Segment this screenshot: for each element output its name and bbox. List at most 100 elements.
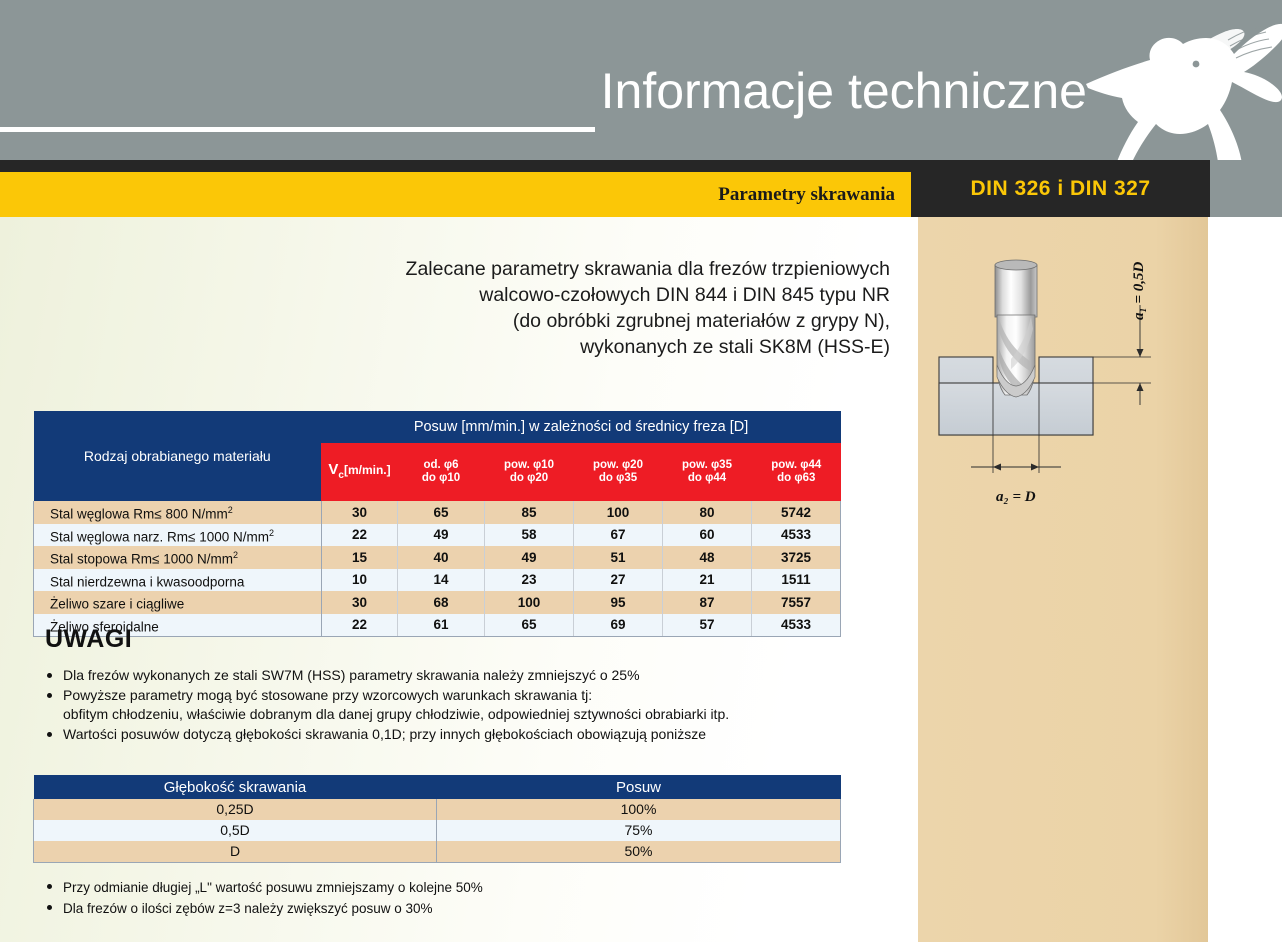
col-header-d5: pow. φ44 do φ63 [750,443,841,501]
intro-line-4: wykonanych ze stali SK8M (HSS-E) [580,336,890,358]
intro-line-3: (do obróbki zgrubnej materiałów z grypy … [512,310,890,332]
cell-d5: 4533 [751,613,842,637]
note-item: Dla frezów wykonanych ze stali SW7M (HSS… [47,666,907,686]
cell-d3: 69 [573,613,663,637]
cell-vc: 22 [321,523,398,546]
material-name: Stal węglowa narz. Rm≤ 1000 N/mm [50,529,269,544]
cell-depth: 0,5D [33,820,437,841]
notes-bottom-list: Przy odmianie długiej „L" wartość posuwu… [47,877,907,919]
cell-d3: 51 [573,546,663,569]
standard-label: DIN 326 i DIN 327 [970,176,1151,200]
material-name: Stal stopowa Rm≤ 1000 N/mm [50,551,233,567]
note-text: Dla frezów wykonanych ze stali SW7M (HSS… [63,667,640,683]
cell-vc: 22 [321,613,398,637]
cell-d2: 65 [484,613,574,637]
col-d3-line1: pow. φ20 [593,459,643,471]
cell-feed: 50% [436,841,841,863]
material-sup: 2 [269,527,275,538]
col-d3-line2: do φ35 [598,472,638,484]
material-name: Stal węglowa Rm≤ 800 N/mm [50,506,228,522]
cell-d4: 21 [662,568,752,591]
cell-d3: 67 [573,523,663,546]
bullet-icon [47,884,52,889]
material-name: Żeliwo sferoidalne [50,619,159,634]
col-d4-line1: pow. φ35 [682,459,732,471]
cell-depth: 0,25D [33,799,437,820]
intro-line-2: walcowo-czołowych DIN 844 i DIN 845 typu… [479,284,890,306]
col-d1-line1: od. φ6 [423,459,459,471]
cell-material: Żeliwo szare i ciągliwe [33,591,322,614]
cell-vc: 30 [321,501,398,524]
cell-material: Stal stopowa Rm≤ 1000 N/mm2 [33,546,322,569]
side-panel [918,217,1208,942]
standard-bar-black [911,160,1210,217]
bullet-icon [47,731,52,737]
header-rule [0,127,595,132]
note-text: Wartości posuwów dotyczą głębokości skra… [63,725,707,742]
notes-list: Dla frezów wykonanych ze stali SW7M (HSS… [47,666,907,744]
col-header-vc: Vc[m/min.] [321,443,398,501]
cell-d4: 87 [662,591,752,614]
cell-d4: 48 [662,546,752,569]
col-header-material: Rodzaj obrabianego materiału [33,411,322,501]
cell-d3: 27 [573,568,663,591]
end-mill-cutting-diagram [938,259,1151,473]
material-name: Żeliwo szare i ciągliwe [50,596,185,612]
col-header-d1: od. φ6 do φ10 [397,443,485,501]
cell-feed: 75% [436,820,841,841]
cell-d1: 65 [397,501,485,524]
table-row: 0,5D 75% [33,820,841,841]
col-d5-line1: pow. φ44 [771,459,822,471]
material-sup: 2 [232,550,238,560]
cell-material: Stal nierdzewna i kwasoodporna [33,568,322,591]
note-item: Wartości posuwów dotyczą głębokości skra… [47,725,907,745]
note-item: Przy odmianie długiej „L" wartość posuwu… [47,877,907,898]
table-row: 0,25D 100% [33,799,841,820]
note-text: Dla frezów o ilości zębów z=3 należy zwi… [63,901,433,916]
cell-d1: 14 [397,568,485,591]
note-item: Dla frezów o ilości zębów z=3 należy zwi… [47,898,907,919]
bullet-icon [47,692,52,698]
cell-d1: 49 [397,523,485,546]
depth-col-header: Głębokość skrawania [33,775,437,799]
depth-feed-body: 0,25D 100% 0,5D 75% D 50% [33,799,841,863]
col-d4-line2: do φ44 [687,472,727,484]
note-text: Powyższe parametry mogą być stosowane pr… [63,686,593,703]
section-bar-yellow [0,172,911,217]
cell-depth: D [33,841,437,863]
header-grey-right [1210,160,1282,217]
col-header-d4: pow. φ35 do φ44 [662,443,752,501]
cell-material: Żeliwo sferoidalne [33,613,322,637]
cutting-parameters-table: Rodzaj obrabianego materiału Posuw [mm/m… [33,411,842,637]
feed-col-header: Posuw [436,775,841,799]
table-row: Stal stopowa Rm≤ 1000 N/mm2 15 40 49 51 … [33,546,842,569]
col-header-group: Posuw [mm/min.] w zależności od średnicy… [321,411,841,443]
col-header-d3: pow. φ20 do φ35 [573,443,663,501]
cell-vc: 15 [321,546,398,569]
note-continuation: obfitym chłodzeniu, właściwie dobranym d… [63,706,730,722]
col-d2-line2: do φ20 [509,472,549,484]
col-d2-line1: pow. φ10 [504,459,554,471]
cell-d2: 23 [484,568,574,591]
table-row: Stal węglowa narz. Rm≤ 1000 N/mm2 22 49 … [33,523,842,546]
table-row: Żeliwo sferoidalne 22 61 65 69 57 4533 [33,613,842,637]
cell-d1: 68 [397,591,485,614]
table-row: Stal węglowa Rm≤ 800 N/mm2 30 65 85 100 … [33,501,842,524]
cell-d5: 7557 [751,591,842,614]
note-item: Powyższe parametry mogą być stosowane pr… [47,686,907,706]
cell-d5: 4533 [751,523,842,546]
cell-d5: 3725 [751,546,842,569]
note-text: Przy odmianie długiej „L" wartość posuwu… [63,880,483,895]
diagram-label-vertical: a₁ = 0,5D [1131,261,1147,320]
table-row: Żeliwo szare i ciągliwe 30 68 100 95 87 … [33,591,842,614]
cell-feed: 100% [436,799,841,820]
vc-unit: [m/min.] [343,462,391,477]
cell-vc: 10 [321,568,398,591]
table-row: Stal nierdzewna i kwasoodporna 10 14 23 … [33,568,842,591]
bullet-icon [47,905,52,910]
cell-d1: 40 [397,546,485,569]
diagram-label-horizontal: a₂ = D [996,489,1036,505]
cell-d2: 85 [484,501,574,524]
cutting-parameters-body: Stal węglowa Rm≤ 800 N/mm2 30 65 85 100 … [33,501,842,637]
cell-d1: 61 [397,613,485,637]
